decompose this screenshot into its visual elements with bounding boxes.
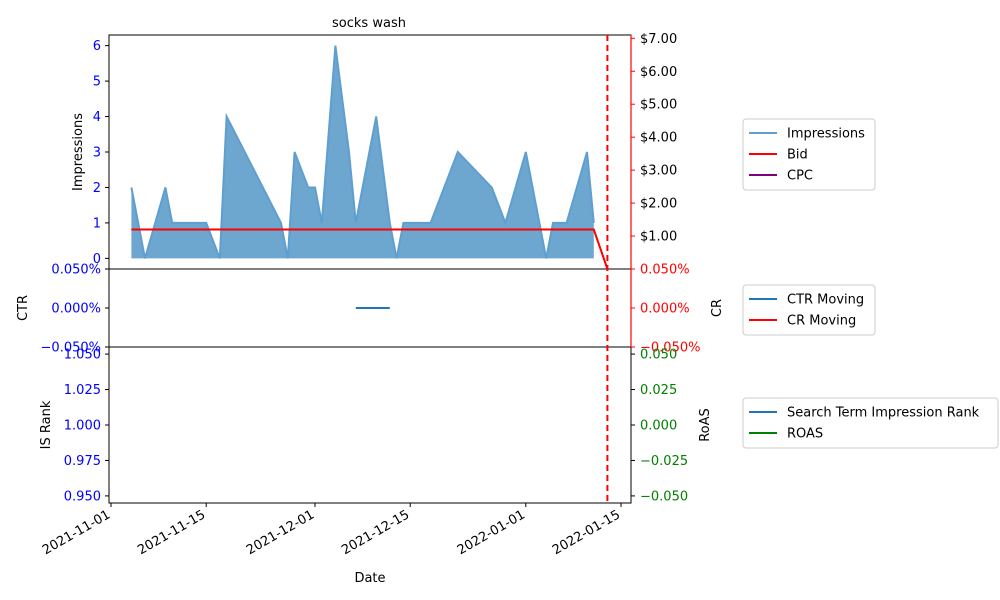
p1-right-tick-label: $3.00	[640, 164, 677, 179]
legend-label: CR Moving	[787, 314, 856, 329]
p1-left-axis-label: Impressions	[71, 113, 86, 191]
legend-box	[742, 397, 999, 449]
legend-label: Bid	[787, 148, 808, 163]
p3-right-axis-label: RoAS	[698, 408, 713, 442]
x-tick-label: 2021-12-01	[244, 507, 317, 558]
p3-left-tick-label: 1.000	[64, 419, 101, 434]
p1-left-tick-label: 5	[93, 75, 101, 90]
impressions-line	[130, 45, 595, 259]
legend-label: Impressions	[787, 127, 865, 142]
p1-right-tick-label: $4.00	[640, 131, 677, 146]
p1-left-tick-label: 1	[93, 216, 101, 231]
p3-right-tick-label: −0.050	[640, 489, 688, 504]
x-tick-label: 2022-01-01	[455, 507, 528, 558]
p2-left-tick-label: 0.000%	[51, 302, 101, 317]
legend-label: CTR Moving	[787, 293, 864, 308]
p3-right-tick-label: 0.025	[640, 383, 677, 398]
p1-left-tick-label: 3	[93, 146, 101, 161]
x-tick-label: 2022-01-15	[550, 507, 623, 558]
p3-right-tick-label: 0.050	[640, 348, 677, 363]
p1-left-tick-label: 4	[93, 110, 101, 125]
p3-left-axis-label: IS Rank	[39, 400, 54, 449]
p3-left-tick-label: 0.975	[64, 454, 101, 469]
p3-right-tick-label: −0.025	[640, 454, 688, 469]
legend-box	[742, 118, 876, 191]
p1-right-tick-label: $6.00	[640, 65, 677, 80]
x-tick-label: 2021-11-01	[40, 507, 113, 558]
p3-left-tick-label: 1.050	[64, 348, 101, 363]
p3-right-tick-label: 0.000	[640, 419, 677, 434]
p1-right-tick-label: $2.00	[640, 197, 677, 212]
legend-box	[742, 284, 876, 336]
x-tick-label: 2021-11-15	[135, 507, 208, 558]
p1-left-tick-label: 6	[93, 39, 101, 54]
p3-left-tick-label: 0.950	[64, 489, 101, 504]
p1-right-tick-label: $7.00	[640, 32, 677, 47]
impressions-area	[131, 45, 594, 259]
p1-left-tick-label: 2	[93, 181, 101, 196]
p2-left-tick-label: −0.050%	[41, 341, 101, 356]
legend-label: CPC	[787, 169, 813, 184]
p2-right-axis-label: CR	[710, 299, 725, 317]
p2-right-tick-label: −0.050%	[640, 341, 700, 356]
p2-left-axis-label: CTR	[16, 295, 31, 321]
legend-label: ROAS	[787, 427, 823, 442]
x-tick-label: 2021-12-15	[339, 507, 412, 558]
p1-left-tick-label: 0	[93, 252, 101, 267]
p3-left-tick-label: 1.025	[64, 383, 101, 398]
p2-left-tick-label: 0.050%	[51, 263, 101, 278]
legend-label: Search Term Impression Rank	[787, 406, 980, 421]
bid-line	[131, 228, 609, 270]
panel-frame-3	[108, 346, 632, 504]
p2-right-tick-label: 0.000%	[640, 302, 690, 317]
p1-right-tick-label: $1.00	[640, 230, 677, 245]
p2-right-tick-label: 0.050%	[640, 263, 690, 278]
p1-right-tick-label: $5.00	[640, 98, 677, 113]
x-axis-label: Date	[354, 571, 385, 586]
chart-title: socks wash	[332, 16, 406, 31]
